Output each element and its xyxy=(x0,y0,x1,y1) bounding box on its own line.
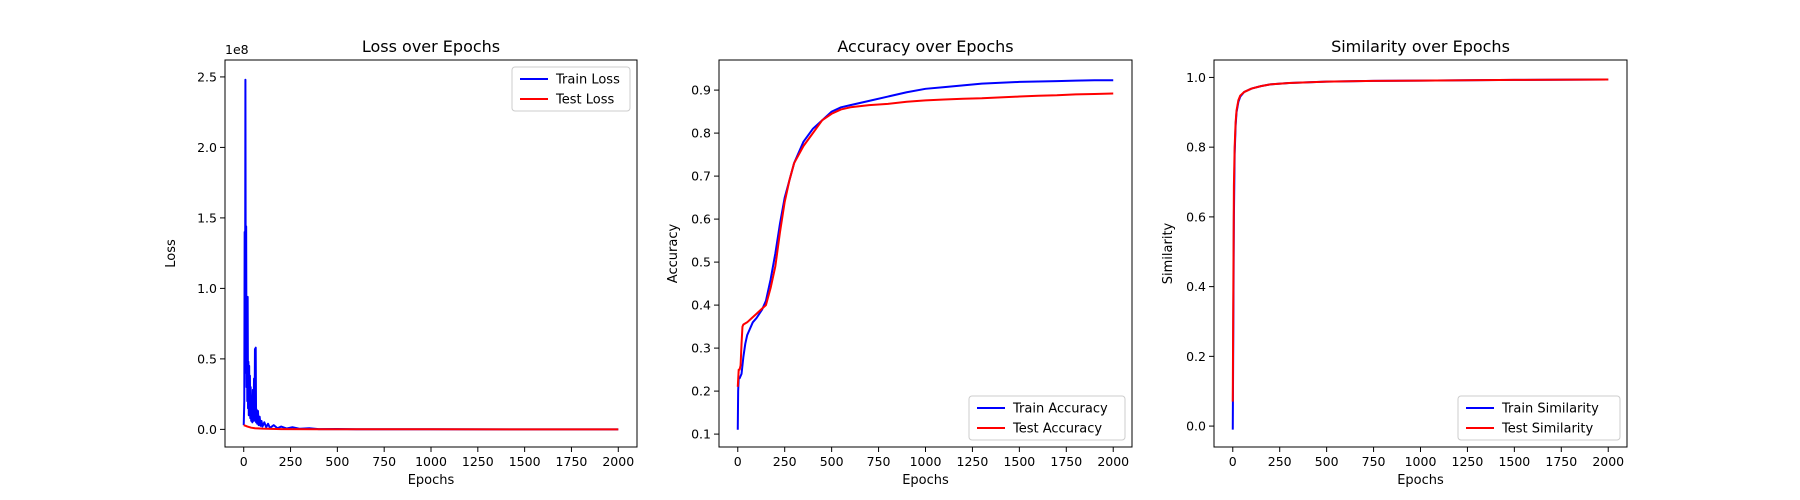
y-tick-label: 0.3 xyxy=(691,341,711,356)
x-tick-label: 1250 xyxy=(957,454,989,469)
x-tick-label: 1750 xyxy=(1545,454,1577,469)
chart-title: Similarity over Epochs xyxy=(1331,37,1510,56)
x-tick-label: 1750 xyxy=(556,454,588,469)
x-tick-label: 500 xyxy=(820,454,844,469)
x-tick-label: 250 xyxy=(1268,454,1292,469)
y-axis-label: Loss xyxy=(164,239,179,268)
x-tick-label: 2000 xyxy=(1097,454,1129,469)
x-tick-label: 250 xyxy=(773,454,797,469)
legend-label: Test Accuracy xyxy=(1012,422,1102,437)
legend: Train Loss Test Loss xyxy=(511,66,631,112)
x-axis-label: Epochs xyxy=(902,473,949,488)
x-tick-label: 1500 xyxy=(1498,454,1530,469)
x-tick-label: 2000 xyxy=(602,454,634,469)
y-tick-label: 0.1 xyxy=(691,427,711,442)
y-tick-label: 0.4 xyxy=(1186,279,1206,294)
series-line-test-similarity xyxy=(1231,78,1609,402)
x-tick-label: 1500 xyxy=(1003,454,1035,469)
x-tick-label: 0 xyxy=(734,454,742,469)
y-tick-label: 0.0 xyxy=(1186,419,1206,434)
x-axis-label: Epochs xyxy=(408,473,455,488)
y-offset-text: 1e8 xyxy=(225,42,249,57)
legend-label: Test Similarity xyxy=(1501,422,1594,437)
legend-box xyxy=(968,395,1126,441)
y-tick-label: 2.0 xyxy=(197,140,217,155)
y-tick-label: 1.0 xyxy=(1186,70,1206,85)
x-tick-label: 0 xyxy=(1229,454,1237,469)
x-tick-label: 250 xyxy=(279,454,303,469)
y-tick-label: 0.2 xyxy=(1186,349,1206,364)
y-tick-label: 1.0 xyxy=(197,281,217,296)
y-tick-label: 0.8 xyxy=(1186,140,1206,155)
x-tick-label: 750 xyxy=(867,454,891,469)
x-axis-label: Epochs xyxy=(1397,473,1444,488)
series-line-test-loss xyxy=(243,424,619,431)
chart-title: Accuracy over Epochs xyxy=(837,37,1013,56)
axes-frame xyxy=(1213,59,1628,448)
y-tick-label: 0.5 xyxy=(197,351,217,366)
legend: Train Similarity Test Similarity xyxy=(1457,395,1621,441)
y-tick-label: 0.0 xyxy=(197,422,217,437)
y-tick-label: 0.2 xyxy=(691,384,711,399)
x-tick-label: 1250 xyxy=(1452,454,1484,469)
y-tick-label: 0.4 xyxy=(691,298,711,313)
x-tick-label: 1250 xyxy=(462,454,494,469)
legend-label: Train Accuracy xyxy=(1012,402,1108,417)
axes-frame xyxy=(224,59,638,448)
legend-label: Train Loss xyxy=(555,73,620,88)
series-line-train-loss xyxy=(242,78,619,431)
y-tick-label: 0.9 xyxy=(691,83,711,98)
series-line-train-similarity xyxy=(1231,78,1609,430)
y-tick-label: 1.5 xyxy=(197,210,217,225)
x-tick-label: 1500 xyxy=(509,454,541,469)
legend-label: Test Loss xyxy=(555,93,614,108)
x-tick-label: 1000 xyxy=(1405,454,1437,469)
legend-box xyxy=(1457,395,1621,441)
y-axis-label: Similarity xyxy=(1161,222,1176,284)
series-line-train-accuracy xyxy=(736,79,1114,430)
x-tick-label: 0 xyxy=(240,454,248,469)
legend-label: Train Similarity xyxy=(1501,402,1599,417)
chart-panel-3: 0 250 500 750 1000 1250 1500 1750 2000 0.0 0.2 0.4 0… xyxy=(1161,37,1628,488)
y-tick-label: 0.7 xyxy=(691,169,711,184)
legend: Train Accuracy Test Accuracy xyxy=(968,395,1126,441)
y-axis-label: Accuracy xyxy=(666,224,681,284)
y-tick-label: 0.6 xyxy=(1186,209,1206,224)
y-tick-label: 0.5 xyxy=(691,255,711,270)
y-tick-label: 0.8 xyxy=(691,126,711,141)
y-tick-label: 0.6 xyxy=(691,212,711,227)
x-tick-label: 2000 xyxy=(1592,454,1624,469)
series-line-test-accuracy xyxy=(736,92,1114,387)
x-tick-label: 750 xyxy=(1362,454,1386,469)
chart-panel-1: 0 250 500 750 1000 1250 1500 1750 2000 0.0 0.5 1.0 1… xyxy=(164,37,638,488)
chart-panel-2: 0 250 500 750 1000 1250 1500 1750 2000 0.1 0.2 0.3 0… xyxy=(666,37,1133,488)
x-tick-label: 1750 xyxy=(1050,454,1082,469)
x-tick-label: 500 xyxy=(325,454,349,469)
chart-title: Loss over Epochs xyxy=(362,37,500,56)
axes-frame xyxy=(718,59,1133,448)
y-tick-label: 2.5 xyxy=(197,69,217,84)
x-tick-label: 500 xyxy=(1315,454,1339,469)
x-tick-label: 1000 xyxy=(415,454,447,469)
x-tick-label: 1000 xyxy=(910,454,942,469)
x-tick-label: 750 xyxy=(372,454,396,469)
